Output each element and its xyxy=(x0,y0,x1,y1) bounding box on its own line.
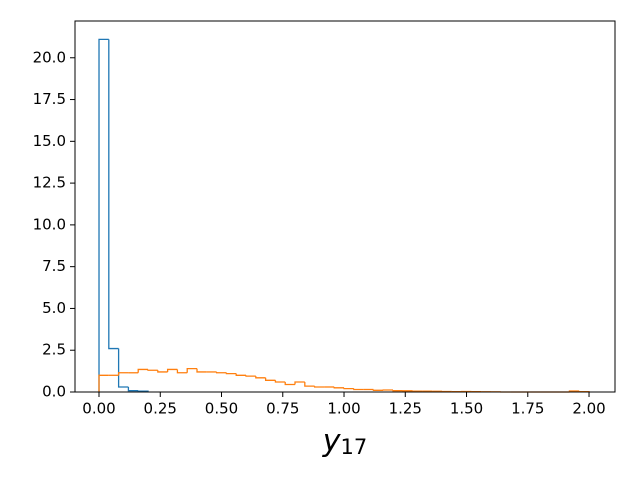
histogram-step xyxy=(392,389,403,392)
histogram-step xyxy=(186,367,198,373)
histogram-step xyxy=(333,386,345,389)
histogram-step xyxy=(108,39,119,350)
histogram-step xyxy=(245,375,256,377)
y-tick-label: 12.5 xyxy=(33,174,66,192)
histogram-step xyxy=(372,389,384,391)
histogram-step xyxy=(98,374,109,392)
histogram-step xyxy=(98,38,109,392)
x-label-base: y xyxy=(322,424,342,459)
histogram-step xyxy=(353,388,364,391)
histogram-step xyxy=(225,372,237,375)
x-tick-label: 0.25 xyxy=(144,400,177,418)
histogram-step xyxy=(117,348,129,388)
histogram-step xyxy=(117,372,129,376)
y-tick-label: 10.0 xyxy=(33,215,66,233)
x-tick-label: 1.00 xyxy=(327,400,360,418)
histogram-step xyxy=(147,369,158,371)
histogram-step xyxy=(343,387,354,390)
histogram-step xyxy=(235,373,247,376)
histogram-step xyxy=(255,376,266,379)
histogram-step xyxy=(196,368,207,373)
y-tick-label: 17.5 xyxy=(33,90,66,108)
histogram-step xyxy=(137,368,149,373)
x-tick-label: 0.75 xyxy=(266,400,299,418)
x-tick-label: 0.00 xyxy=(82,400,115,418)
x-axis-label: y17 xyxy=(322,424,368,460)
y-tick-label: 2.5 xyxy=(42,341,66,359)
histogram-step xyxy=(157,370,168,373)
plot-frame xyxy=(74,20,616,393)
histogram-step xyxy=(294,381,305,385)
x-tick-label: 1.50 xyxy=(450,400,483,418)
y-tick-label: 15.0 xyxy=(33,132,66,150)
x-tick-label: 2.00 xyxy=(572,400,605,418)
x-tick-label: 1.25 xyxy=(389,400,422,418)
histogram-step xyxy=(313,386,325,388)
histogram-step xyxy=(274,380,286,383)
histogram-step xyxy=(215,371,227,374)
x-tick-label: 1.75 xyxy=(511,400,544,418)
y-tick-label: 0.0 xyxy=(42,383,66,401)
x-label-sub: 17 xyxy=(341,435,368,459)
histogram-step xyxy=(264,377,276,381)
histogram-step xyxy=(284,381,296,386)
y-tick-label: 20.0 xyxy=(33,48,66,66)
histogram-step xyxy=(304,381,315,387)
histogram-step xyxy=(166,368,178,372)
y-tick-label: 7.5 xyxy=(42,257,66,275)
histogram-step xyxy=(127,386,139,392)
y-tick-label: 5.0 xyxy=(42,299,66,317)
histogram-step xyxy=(176,369,188,374)
x-tick-label: 0.50 xyxy=(205,400,238,418)
